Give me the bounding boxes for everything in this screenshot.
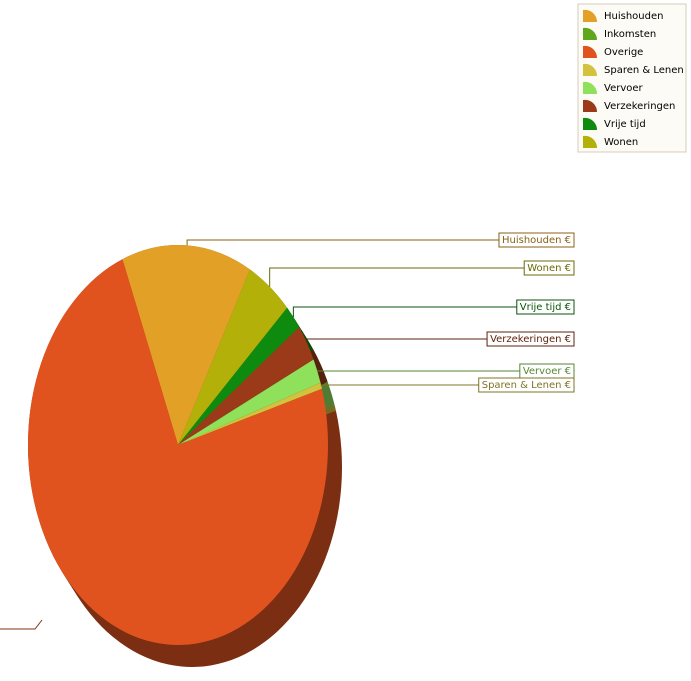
pie-top — [28, 244, 328, 645]
pie-slice — [122, 244, 250, 445]
callout-label: Vervoer € — [523, 366, 571, 377]
pie-slice — [178, 269, 288, 445]
callout-label: Sparen & Lenen € — [482, 380, 571, 391]
legend-label: Verzekeringen — [604, 101, 675, 112]
leader-line — [269, 267, 525, 287]
legend-swatch — [583, 99, 598, 112]
pie-slice — [178, 359, 321, 445]
pie-slice — [178, 307, 300, 445]
legend-label: Wonen — [604, 137, 638, 148]
legend-swatch — [583, 45, 598, 58]
callout-label: Wonen € — [527, 263, 571, 274]
legend: Huishouden Inkomsten Overige Sparen & Lenen… — [577, 3, 687, 153]
callout-label: Vrije tijd € — [520, 302, 571, 313]
leader-line — [186, 239, 499, 246]
legend-swatch — [583, 27, 598, 40]
pie-slice — [28, 259, 328, 645]
legend-swatch — [583, 81, 598, 94]
leader-line — [292, 306, 517, 318]
callout-label: Verzekeringen € — [490, 334, 571, 345]
pie-slice — [178, 327, 314, 445]
legend-label: Sparen & Lenen — [604, 65, 684, 76]
leader-line — [0, 619, 43, 630]
legend-label: Overige — [604, 47, 643, 58]
legend-label: Huishouden — [604, 11, 663, 22]
legend-swatch — [583, 117, 598, 130]
legend-label: Inkomsten — [604, 29, 656, 40]
legend-swatch — [583, 63, 598, 76]
callout-label: Huishouden € — [502, 235, 571, 246]
legend-label: Vrije tijd — [604, 119, 646, 130]
leader-line — [320, 384, 479, 386]
legend-swatch — [583, 9, 598, 22]
legend-swatch — [583, 135, 598, 148]
leader-line — [306, 338, 488, 343]
legend-label: Vervoer — [604, 83, 644, 94]
pie-slice — [178, 382, 322, 445]
